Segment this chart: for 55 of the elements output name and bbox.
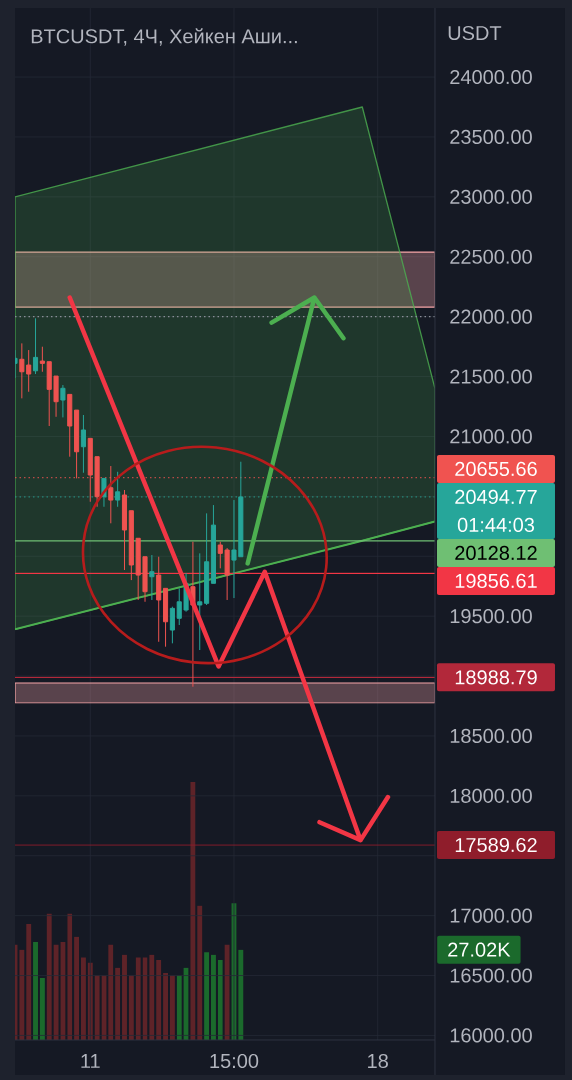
ref-line-label: 19856.61 [455,573,537,589]
candlestick [80,414,86,474]
candlestick [149,554,155,601]
y-tick-label: 21500.00 [450,369,532,384]
ref-line-label: 18988.79 [455,670,537,685]
bar [135,957,141,1040]
y-tick-label: 22000.00 [450,309,532,324]
candlestick [60,384,66,418]
ref-line-label: 20494.77 [455,489,537,505]
y-tick-label: 19500.00 [450,609,532,624]
candlestick [121,489,128,571]
y-tick-label: 16500.00 [450,968,532,983]
y-axis-title: USDT [448,25,502,41]
bar [94,975,100,1040]
ref-line-label: 20128.12 [455,545,537,561]
bar [108,944,114,1040]
x-tick-label: 11 [81,1054,100,1068]
bar [122,954,127,1040]
ref-line-label: 20655.66 [455,461,537,477]
bar [149,954,155,1040]
x-tick-label: 15:00 [210,1053,259,1069]
bar [53,944,59,1040]
text: BTCUSDT, 4Ч, Хейкен Аши... [31,28,297,46]
y-tick-label: 17000.00 [450,908,532,923]
candlestick [39,346,45,373]
candlestick [156,556,162,643]
bar [33,941,38,1040]
bar [115,967,121,1040]
y-tick-label: 24000.00 [450,69,532,85]
bar [176,975,182,1040]
bar [46,913,52,1040]
text: 01:44:03 [457,517,535,533]
bar [74,936,80,1040]
bar [210,954,216,1040]
bar [197,905,203,1040]
text: 27.02K [448,942,511,957]
bar [190,782,196,1040]
bar [238,949,244,1040]
candlestick [32,317,39,375]
bar [156,960,162,1040]
y-tick-label: 18000.00 [450,788,532,803]
bar [163,972,169,1040]
ref-line-label: 17589.62 [455,837,537,853]
y-tick-label: 18500.00 [450,728,532,744]
y-tick-label: 16000.00 [450,1028,532,1043]
bar [204,952,210,1040]
bar [80,957,86,1040]
y-tick-label: 23500.00 [450,129,532,145]
bar [128,975,134,1040]
bar [169,975,175,1040]
y-tick-label: 23000.00 [450,189,532,204]
y-tick-label: 22500.00 [450,249,532,264]
bar [39,978,45,1040]
y-tick-label: 21000.00 [450,429,532,444]
x-tick-label: 18 [368,1053,388,1069]
